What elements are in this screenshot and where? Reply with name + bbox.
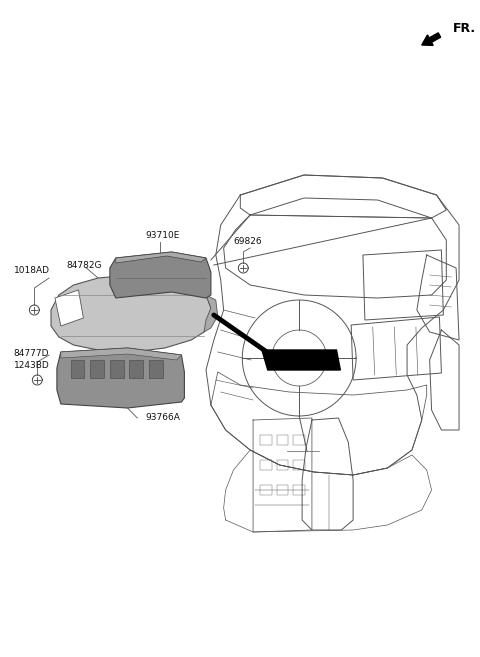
Text: 1243BD: 1243BD — [14, 361, 49, 370]
Polygon shape — [71, 360, 84, 378]
Text: 69826: 69826 — [233, 237, 262, 246]
Text: 84777D: 84777D — [14, 349, 49, 358]
Text: FR.: FR. — [453, 22, 476, 35]
Polygon shape — [61, 348, 181, 360]
Bar — [276, 460, 288, 470]
Polygon shape — [110, 360, 123, 378]
Bar — [293, 485, 305, 495]
Polygon shape — [116, 252, 206, 263]
Bar — [276, 485, 288, 495]
Bar — [260, 435, 272, 445]
Polygon shape — [57, 348, 184, 408]
Polygon shape — [130, 360, 143, 378]
Bar — [293, 435, 305, 445]
Bar — [276, 435, 288, 445]
Text: 93766A: 93766A — [145, 413, 180, 422]
Polygon shape — [90, 360, 104, 378]
Text: 93710E: 93710E — [145, 231, 180, 240]
Text: 84782G: 84782G — [67, 261, 102, 270]
Polygon shape — [204, 295, 218, 332]
Polygon shape — [110, 252, 211, 298]
Bar — [260, 485, 272, 495]
Bar — [260, 460, 272, 470]
Polygon shape — [55, 290, 84, 326]
Text: 1018AD: 1018AD — [14, 266, 50, 275]
FancyArrow shape — [422, 33, 441, 45]
Bar — [293, 460, 305, 470]
Polygon shape — [51, 275, 211, 352]
Polygon shape — [262, 350, 340, 370]
Polygon shape — [149, 360, 163, 378]
